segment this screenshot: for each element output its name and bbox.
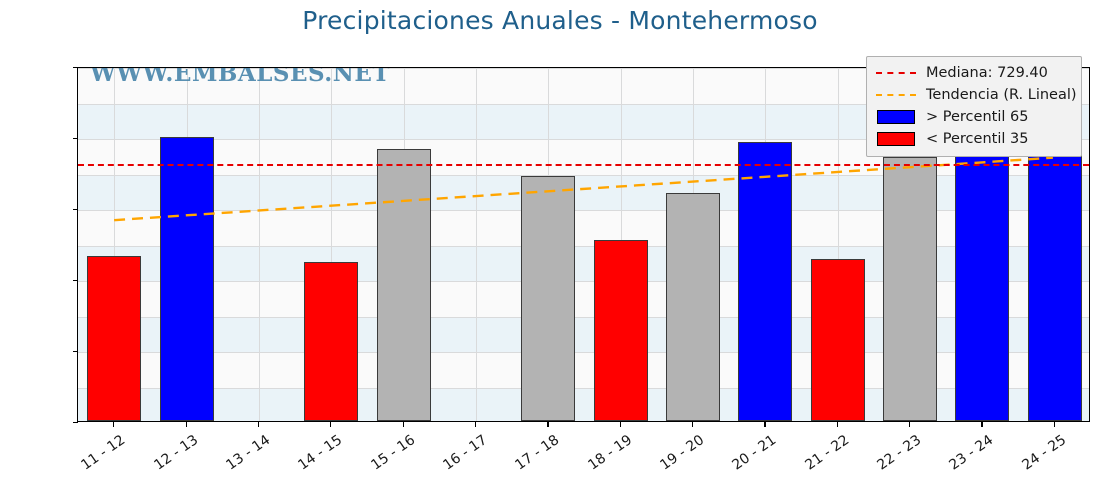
legend-item: Mediana: 729.40	[874, 62, 1074, 84]
x-tick-label: 21 - 22	[802, 432, 852, 474]
dashed-line-icon	[876, 94, 916, 96]
bar-14-15[interactable]	[304, 261, 359, 421]
bar-22-23[interactable]	[883, 156, 938, 421]
gridline-horizontal	[78, 281, 1089, 282]
x-tick-label: 22 - 23	[874, 432, 925, 474]
legend-dash-key	[874, 72, 918, 74]
gridline-vertical	[331, 68, 332, 421]
legend-dash-key	[874, 94, 918, 96]
legend-label: Tendencia (R. Lineal)	[926, 87, 1077, 103]
x-tick-label: 18 - 19	[585, 432, 635, 474]
gridline-horizontal	[78, 316, 1089, 318]
trend-line	[114, 156, 1053, 222]
bar-24-25[interactable]	[1027, 130, 1082, 421]
gridline-horizontal	[78, 68, 1089, 69]
y-tick-mark	[73, 351, 78, 353]
gridline-horizontal	[78, 387, 1089, 389]
bar-12-13[interactable]	[159, 137, 214, 421]
x-tick-label: 19 - 20	[657, 432, 708, 474]
x-tick-mark	[113, 422, 115, 427]
x-tick-mark	[330, 422, 332, 427]
x-tick-mark	[619, 422, 621, 427]
x-tick-mark	[909, 422, 911, 427]
x-tick-mark	[836, 422, 838, 427]
x-tick-mark	[764, 422, 766, 427]
bar-15-16[interactable]	[376, 149, 431, 421]
gridline-vertical	[838, 68, 839, 421]
x-tick-mark	[692, 422, 694, 427]
y-tick-mark	[73, 422, 78, 424]
y-tick-mark	[73, 138, 78, 140]
gridline-horizontal	[78, 103, 1089, 105]
legend-swatch-icon	[877, 110, 915, 124]
x-tick-label: 16 - 17	[440, 432, 491, 474]
x-tick-mark	[474, 422, 477, 427]
y-tick-mark	[73, 67, 78, 69]
legend-label: > Percentil 65	[926, 109, 1029, 125]
gridline-horizontal	[78, 139, 1089, 140]
legend-label: < Percentil 35	[926, 131, 1029, 147]
x-tick-label: 15 - 16	[367, 432, 418, 474]
bar-18-19[interactable]	[593, 239, 648, 421]
x-tick-mark	[547, 422, 549, 427]
legend-item: < Percentil 35	[874, 128, 1074, 150]
legend-swatch-key	[874, 110, 918, 124]
legend-label: Mediana: 729.40	[926, 65, 1048, 81]
y-tick-mark	[73, 280, 78, 282]
x-tick-label: 13 - 14	[223, 432, 274, 474]
page-title: Precipitaciones Anuales - Montehermoso	[302, 6, 818, 35]
x-tick-label: 20 - 21	[729, 432, 780, 474]
bar-21-22[interactable]	[810, 258, 865, 421]
bar-17-18[interactable]	[521, 176, 576, 421]
x-tick-mark	[1053, 422, 1055, 427]
gridline-horizontal	[78, 245, 1089, 247]
x-tick-label: 17 - 18	[512, 432, 563, 474]
x-tick-label: 11 - 12	[78, 432, 129, 474]
legend-item: Tendencia (R. Lineal)	[874, 84, 1077, 106]
gridline-vertical	[476, 68, 477, 421]
x-tick-mark	[185, 422, 187, 427]
bar-19-20[interactable]	[666, 192, 721, 421]
legend-swatch-key	[874, 132, 918, 146]
gridline-horizontal	[78, 210, 1089, 211]
y-tick-mark	[73, 209, 78, 211]
x-tick-mark	[402, 422, 404, 427]
x-tick-mark	[257, 422, 260, 427]
legend-item: > Percentil 65	[874, 106, 1074, 128]
median-line	[78, 164, 1089, 167]
chart-legend: Mediana: 729.40 Tendencia (R. Lineal) > Pe…	[866, 56, 1082, 157]
gridline-vertical	[114, 68, 115, 421]
dashed-line-icon	[876, 72, 916, 74]
gridline-vertical	[259, 68, 260, 421]
gridline-horizontal	[78, 174, 1089, 176]
x-tick-label: 24 - 25	[1019, 432, 1069, 474]
bar-20-21[interactable]	[738, 142, 793, 421]
x-tick-label: 14 - 15	[295, 432, 346, 474]
x-tick-mark	[981, 422, 983, 427]
gridline-horizontal	[78, 352, 1089, 353]
legend-swatch-icon	[877, 132, 915, 146]
x-tick-label: 23 - 24	[946, 432, 997, 474]
x-tick-label: 12 - 13	[150, 432, 201, 474]
bar-11-12[interactable]	[87, 255, 142, 421]
